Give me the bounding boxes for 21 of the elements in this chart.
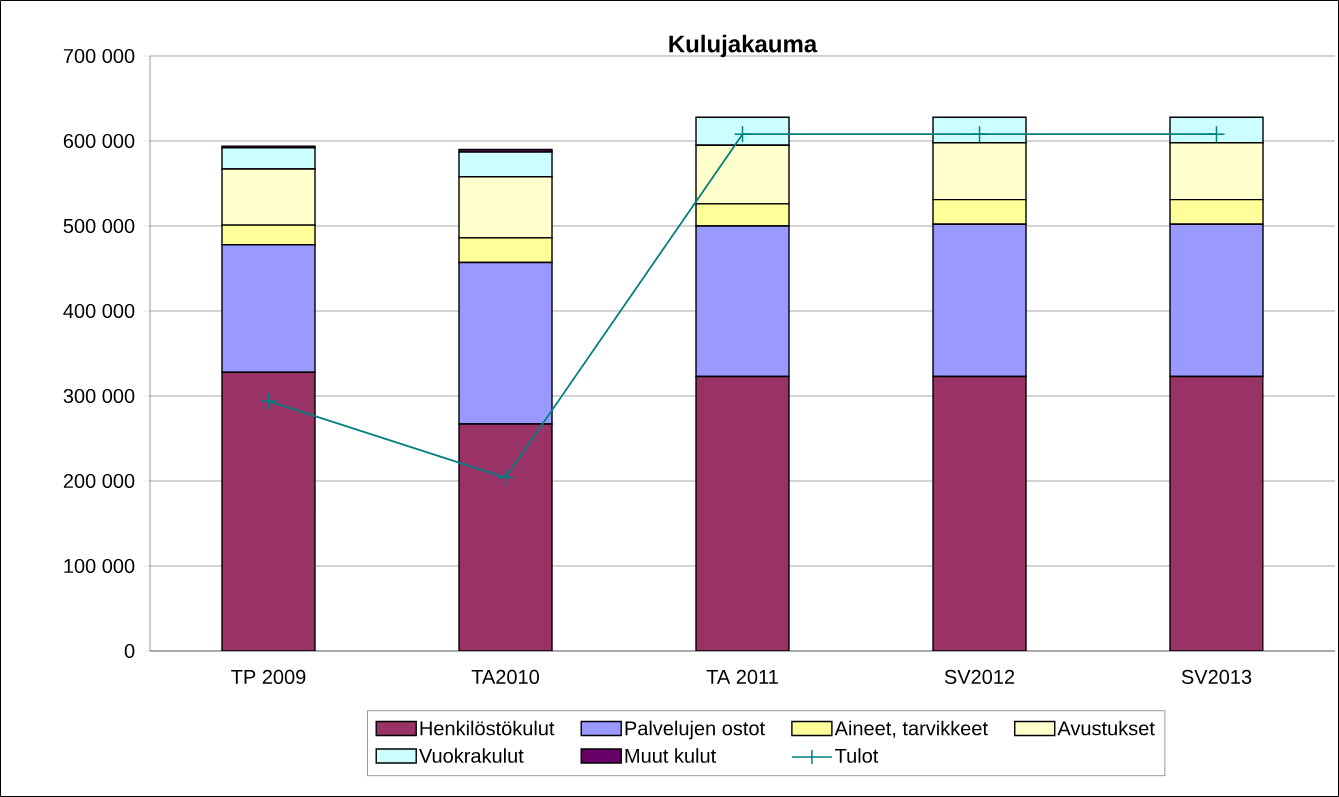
y-tick-label: 200 000 bbox=[63, 473, 135, 489]
y-tick-label: 400 000 bbox=[63, 303, 135, 319]
legend-label: Aineet, tarvikkeet bbox=[834, 720, 988, 738]
legend-label: Muut kulut bbox=[625, 748, 717, 763]
y-tick-label: 300 000 bbox=[63, 388, 135, 404]
x-tick-label: TP 2009 bbox=[231, 669, 306, 685]
legend-label: Avustukset bbox=[1057, 720, 1155, 736]
legend-label: Palvelujen ostot bbox=[625, 720, 765, 740]
legend-label: Henkilöstökulut bbox=[420, 720, 555, 736]
y-tick-label: 700 000 bbox=[63, 48, 135, 64]
y-tick-label: 500 000 bbox=[63, 218, 135, 234]
y-tick-label: 100 000 bbox=[64, 558, 135, 574]
legend-label: Tulot bbox=[835, 748, 879, 763]
x-tick-label: TA2010 bbox=[471, 669, 539, 685]
chart-title: Kulujakauma bbox=[669, 34, 818, 58]
x-tick-label: SV2013 bbox=[1181, 669, 1252, 685]
x-tick-label: SV2012 bbox=[944, 669, 1015, 685]
y-tick-label: 0 bbox=[124, 643, 135, 659]
x-tick-label: TA 2011 bbox=[706, 669, 778, 685]
y-tick-label: 600 000 bbox=[63, 133, 135, 149]
legend-label: Vuokrakulut bbox=[419, 748, 524, 763]
